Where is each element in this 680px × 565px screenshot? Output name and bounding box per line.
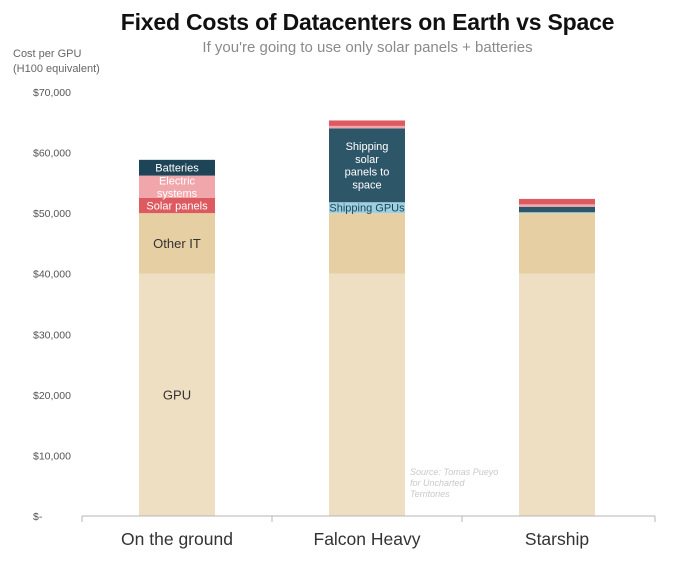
y-tick-label: $60,000 (33, 148, 71, 160)
bar-segment (519, 198, 595, 205)
x-tick-label: Starship (525, 529, 589, 549)
chart-subtitle: If you're going to use only solar panels… (202, 39, 533, 56)
bar-segment (519, 273, 595, 516)
chart-title: Fixed Costs of Datacenters on Earth vs S… (120, 9, 615, 35)
x-tick-label: Falcon Heavy (314, 529, 421, 549)
segment-label: Other IT (153, 236, 201, 251)
x-tick-label: On the ground (121, 529, 233, 549)
bar-segment (139, 273, 215, 516)
bar-segment (519, 204, 595, 207)
bar-segment (329, 202, 405, 214)
bar-segment (329, 213, 405, 274)
y-axis-label-line2: (H100 equivalent) (13, 63, 100, 75)
segment-label: GPU (163, 388, 191, 403)
y-tick-label: $70,000 (33, 87, 71, 99)
segment-label: Batteries (155, 163, 199, 175)
bar-segment (519, 213, 595, 274)
bar-segment (519, 212, 595, 214)
bar-segment (139, 198, 215, 214)
segment-label: Shipping GPUs (329, 203, 405, 215)
y-tick-label: $20,000 (33, 390, 71, 402)
bar-segment (139, 175, 215, 198)
bar-segment (329, 128, 405, 203)
bar-segment (329, 125, 405, 129)
bar-segment (329, 273, 405, 516)
bar-segment (519, 206, 595, 213)
y-tick-label: $30,000 (33, 329, 71, 341)
source-annotation: Source: Tomas Pueyo for Uncharted Territor… (410, 467, 498, 499)
y-tick-label: $- (33, 511, 43, 523)
y-tick-label: $50,000 (33, 208, 71, 220)
y-tick-label: $10,000 (33, 450, 71, 462)
segment-label: Solar panels (146, 201, 208, 213)
segment-label: Electric systems (157, 175, 198, 200)
bar-segment (139, 159, 215, 176)
bar-segment (139, 213, 215, 274)
y-axis-label-line1: Cost per GPU (13, 48, 82, 60)
segment-label: Shipping solar panels to space (345, 141, 390, 191)
y-tick-label: $40,000 (33, 269, 71, 281)
bar-segment (329, 120, 405, 126)
